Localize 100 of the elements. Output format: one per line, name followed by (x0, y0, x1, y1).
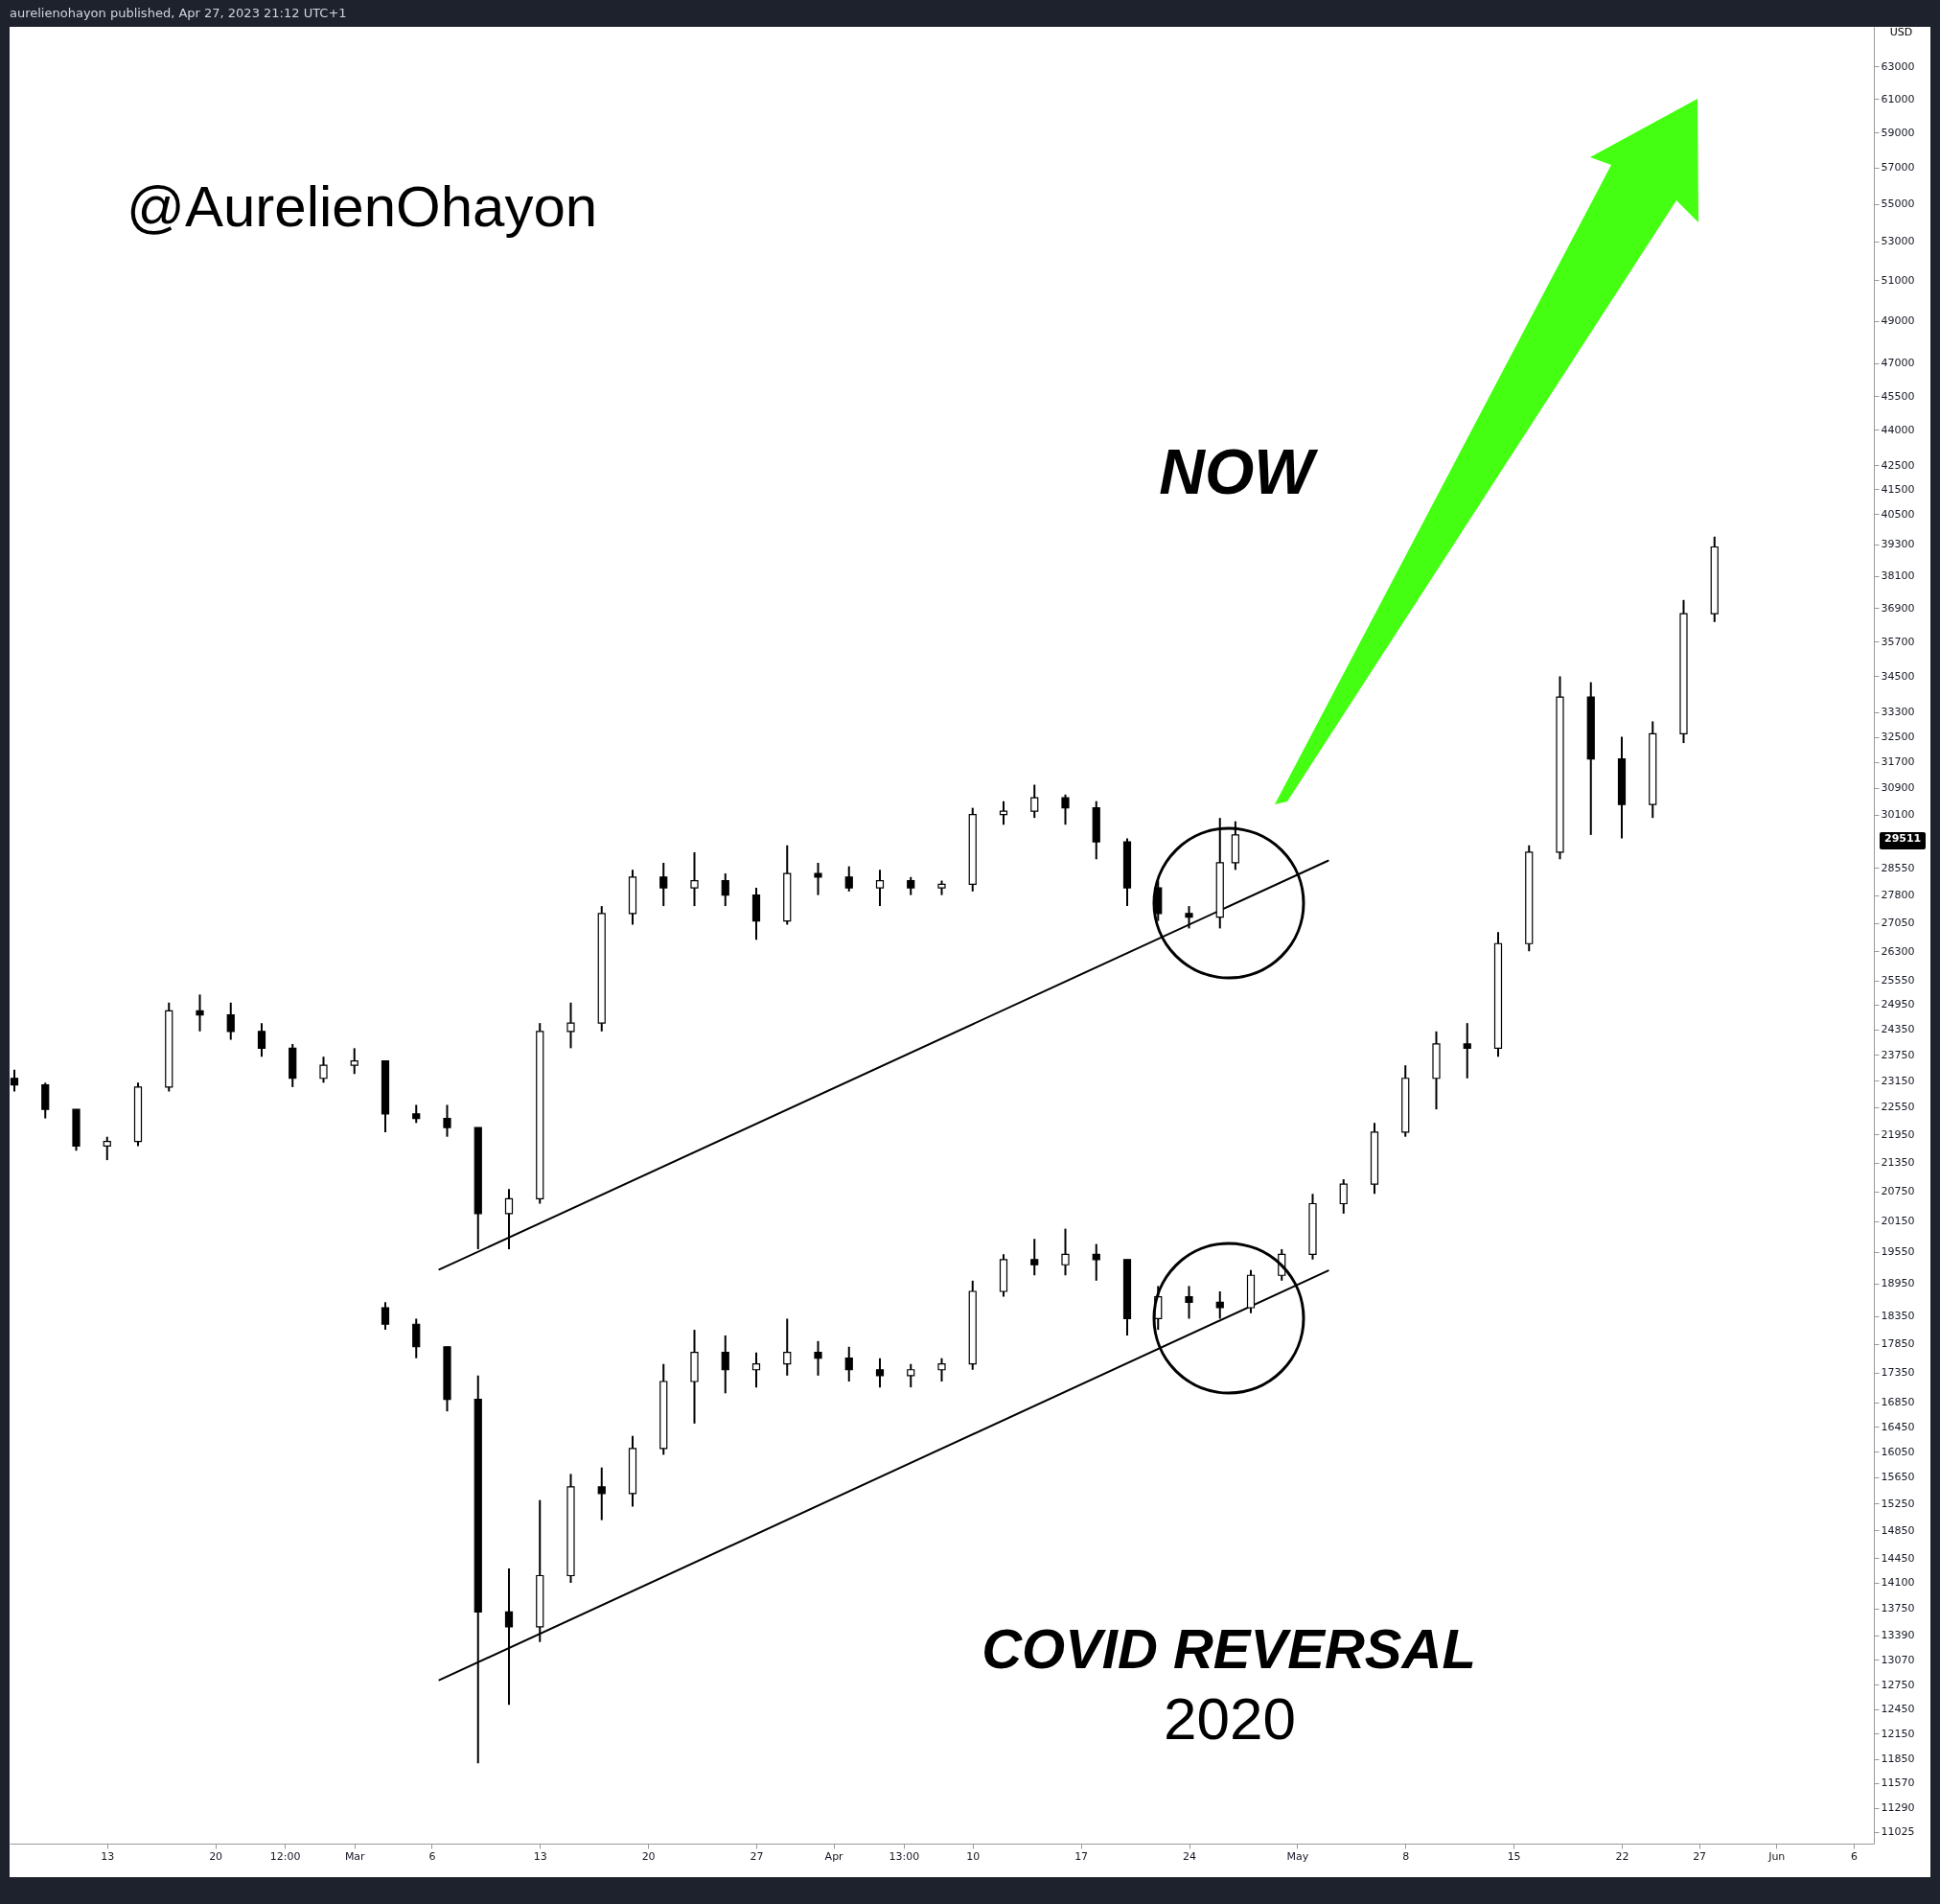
candlestick (783, 1317, 792, 1377)
y-tick-label: 26300 (1881, 944, 1915, 958)
y-tick-label: 23150 (1881, 1074, 1915, 1087)
y-tick-label: 30900 (1881, 781, 1915, 795)
candlestick (721, 872, 729, 908)
candlestick (10, 1068, 19, 1093)
y-tick-label: 63000 (1881, 59, 1915, 73)
candlestick (1061, 793, 1070, 826)
candlestick (257, 1022, 266, 1058)
y-tick-label: 47000 (1881, 357, 1915, 370)
y-tick-label: 16450 (1881, 1420, 1915, 1433)
y-tick-label: 31700 (1881, 755, 1915, 769)
y-tick-label: 18350 (1881, 1310, 1915, 1323)
x-tick-label: 20 (641, 1849, 656, 1863)
y-tick-label: 59000 (1881, 126, 1915, 139)
y-tick-label: 21350 (1881, 1156, 1915, 1170)
y-tick-label: 11290 (1881, 1801, 1915, 1815)
y-tick-label: 38100 (1881, 569, 1915, 583)
candlestick (937, 1357, 946, 1382)
y-tick-label: 15650 (1881, 1471, 1915, 1484)
candlestick (999, 800, 1008, 826)
y-tick-label: 19550 (1881, 1245, 1915, 1259)
candlestick (319, 1056, 328, 1084)
y-tick-label: 49000 (1881, 314, 1915, 328)
y-tick-label: 41500 (1881, 482, 1915, 496)
y-tick-label: 39300 (1881, 538, 1915, 551)
candlestick (1061, 1227, 1070, 1277)
x-tick-label: 24 (1183, 1849, 1196, 1863)
y-axis-title: USD (1889, 25, 1913, 38)
y-tick-label: 13750 (1881, 1602, 1915, 1615)
y-tick-label: 11850 (1881, 1753, 1915, 1766)
y-tick-label: 34500 (1881, 669, 1915, 683)
annotation: 2020 (1164, 1685, 1296, 1752)
y-tick-label: 51000 (1881, 273, 1915, 287)
candlestick (103, 1135, 111, 1162)
candlestick (1463, 1022, 1471, 1080)
text: 29511 (1880, 832, 1927, 849)
y-tick-label: 20750 (1881, 1185, 1915, 1198)
y-tick-label: 40500 (1881, 507, 1915, 521)
candlestick (659, 861, 668, 908)
candlestick (1185, 1285, 1193, 1320)
candlestick (844, 1345, 853, 1382)
y-tick-label: 11570 (1881, 1776, 1915, 1790)
y-tick-label: 17350 (1881, 1366, 1915, 1380)
x-tick-label: May (1286, 1849, 1309, 1863)
candlestick (443, 1103, 451, 1138)
x-tick-label: 20 (209, 1849, 223, 1863)
candlestick (504, 1188, 514, 1250)
candlestick (412, 1317, 421, 1359)
x-tick-label: 13:00 (889, 1849, 920, 1863)
x-tick-label: 12:00 (269, 1849, 301, 1863)
x-tick-label: Jun (1767, 1849, 1786, 1863)
candlestick (1030, 1238, 1039, 1277)
x-tick-label: 6 (428, 1849, 436, 1863)
y-tick-label: 14450 (1881, 1551, 1915, 1565)
candlestick (751, 1351, 761, 1389)
candlestick (566, 1001, 575, 1050)
y-tick-label: 24950 (1881, 998, 1915, 1011)
x-tick-label: 13 (533, 1849, 547, 1863)
y-tick-label: 30100 (1881, 808, 1915, 822)
y-tick-label: 12750 (1881, 1678, 1915, 1691)
y-tick-label: 27800 (1881, 889, 1915, 902)
y-tick-label: 23750 (1881, 1048, 1915, 1061)
x-tick-label: 10 (966, 1849, 981, 1863)
candlestick (721, 1334, 729, 1395)
candlestick (907, 875, 915, 896)
y-tick-label: 42500 (1881, 458, 1915, 472)
x-tick-label: 22 (1615, 1849, 1629, 1863)
y-tick-label: 16850 (1881, 1396, 1915, 1409)
y-tick-label: 22550 (1881, 1101, 1915, 1114)
x-tick-label: 6 (1850, 1849, 1858, 1863)
candlestick (814, 861, 822, 896)
candlestick (1030, 783, 1039, 820)
y-tick-label: 11025 (1881, 1825, 1915, 1839)
y-tick-label: 20150 (1881, 1215, 1915, 1228)
y-tick-label: 32500 (1881, 731, 1915, 744)
y-tick-label: 16050 (1881, 1445, 1915, 1458)
candlestick (381, 1301, 390, 1332)
candlestick (597, 1466, 606, 1521)
x-tick-label: 27 (1693, 1849, 1707, 1863)
x-tick-label: 17 (1074, 1849, 1089, 1863)
y-tick-label: 57000 (1881, 161, 1915, 174)
y-tick-label: 18950 (1881, 1277, 1915, 1290)
y-tick-label: 27050 (1881, 917, 1915, 930)
y-tick-label: 44000 (1881, 423, 1915, 436)
y-tick-label: 36900 (1881, 601, 1915, 615)
chart-title: aurelienohayon published, Apr 27, 2023 21:12 UTC+1 (9, 5, 348, 22)
y-tick-label: 13390 (1881, 1629, 1915, 1642)
candlestick (226, 1001, 235, 1041)
annotation: @AurelienOhayon (127, 174, 598, 239)
y-tick-label: 14100 (1881, 1576, 1915, 1590)
y-tick-label: 55000 (1881, 197, 1915, 211)
y-tick-label: 24350 (1881, 1023, 1915, 1036)
y-tick-label: 33300 (1881, 706, 1915, 719)
candlestick (875, 1357, 885, 1389)
annotation: NOW (1159, 436, 1319, 507)
annotation: COVID REVERSAL (982, 1617, 1476, 1680)
x-tick-label: 27 (750, 1849, 764, 1863)
candlestick (1092, 1242, 1100, 1282)
candlestick (350, 1047, 358, 1076)
